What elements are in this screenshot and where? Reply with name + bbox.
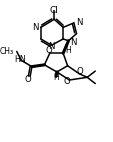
Text: HN: HN bbox=[14, 55, 26, 64]
Text: Cl: Cl bbox=[49, 6, 58, 15]
Text: O: O bbox=[76, 67, 83, 76]
Text: O: O bbox=[24, 75, 31, 84]
Text: H: H bbox=[53, 73, 58, 82]
Text: N: N bbox=[70, 38, 76, 47]
Text: N: N bbox=[76, 17, 82, 27]
Text: O: O bbox=[45, 46, 52, 55]
Text: O: O bbox=[63, 77, 69, 86]
Text: H: H bbox=[65, 46, 71, 55]
Text: N: N bbox=[31, 23, 38, 32]
Text: CH₃: CH₃ bbox=[0, 47, 14, 56]
Text: N: N bbox=[48, 42, 54, 51]
